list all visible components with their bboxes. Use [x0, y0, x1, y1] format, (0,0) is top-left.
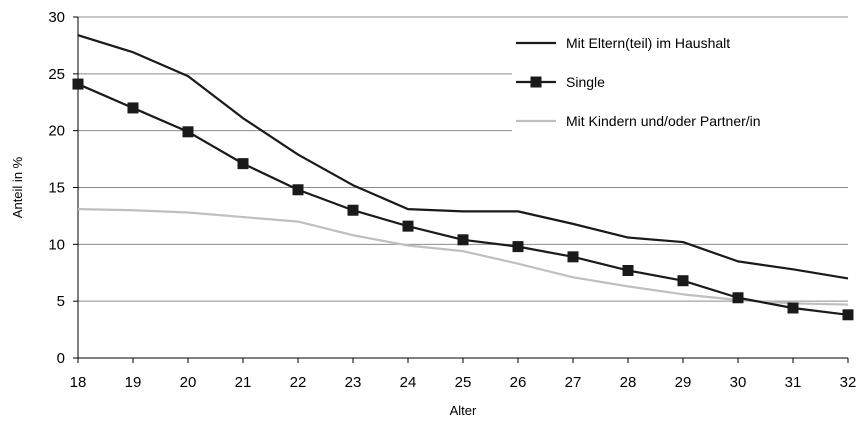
x-axis-ticks: 18 19 20 21 22 23 24 25 26 27 28 29 30 31 32 [70, 358, 857, 391]
series-2-marker-27 [567, 251, 579, 263]
x-tick-label-28: 28 [620, 374, 637, 391]
x-tick-label-30: 30 [730, 374, 747, 391]
series-2-marker-32 [842, 309, 854, 321]
series-2-marker-29 [677, 275, 689, 287]
legend-label-3: Mit Kindern und/oder Partner/in [566, 113, 761, 129]
x-tick-label-29: 29 [675, 374, 692, 391]
x-tick-label-26: 26 [510, 374, 527, 391]
series-3-line [77, 207, 849, 306]
series-2-marker-23 [347, 204, 359, 216]
x-tick-label-20: 20 [180, 374, 197, 391]
legend-background [512, 26, 848, 144]
y-tick-label-0: 0 [57, 350, 65, 367]
x-tick-label-31: 31 [785, 374, 802, 391]
x-tick-label-23: 23 [345, 374, 362, 391]
series-2-marker-26 [512, 241, 524, 253]
y-tick-label-15: 15 [48, 180, 65, 197]
x-tick-label-24: 24 [400, 374, 417, 391]
series-2-marker-19 [127, 102, 139, 114]
x-tick-label-32: 32 [840, 374, 857, 391]
series-2-marker-24 [402, 220, 414, 232]
x-tick-label-21: 21 [235, 374, 252, 391]
legend: Mit Eltern(teil) im Haushalt Single Mit Ki… [516, 35, 761, 129]
legend-marker-2 [530, 76, 542, 88]
series-2-marker-25 [457, 234, 469, 246]
series-2-marker-22 [292, 184, 304, 196]
gridlines [78, 16, 848, 302]
legend-label-2: Single [566, 74, 605, 90]
y-tick-label-25: 25 [48, 66, 65, 83]
y-tick-label-30: 30 [48, 9, 65, 26]
y-axis-title: Anteil in % [10, 156, 25, 218]
series-2-marker-28 [622, 264, 634, 276]
x-tick-label-22: 22 [290, 374, 307, 391]
x-tick-label-19: 19 [125, 374, 142, 391]
series-2-marker-31 [787, 302, 799, 314]
series-1-line [77, 34, 849, 280]
series-2-marker-18 [72, 78, 84, 90]
y-tick-label-10: 10 [48, 236, 65, 253]
series-group [72, 34, 854, 321]
y-tick-label-20: 20 [48, 123, 65, 140]
legend-label-1: Mit Eltern(teil) im Haushalt [566, 35, 730, 51]
series-2-marker-21 [237, 158, 249, 170]
y-tick-label-5: 5 [57, 293, 65, 310]
x-tick-label-18: 18 [70, 374, 87, 391]
series-2-marker-20 [182, 126, 194, 138]
x-tick-label-27: 27 [565, 374, 582, 391]
x-axis-title: Alter [450, 403, 477, 418]
x-tick-label-25: 25 [455, 374, 472, 391]
series-2-marker-30 [732, 292, 744, 304]
y-axis-ticks: 0 5 10 15 20 25 30 [48, 9, 78, 367]
